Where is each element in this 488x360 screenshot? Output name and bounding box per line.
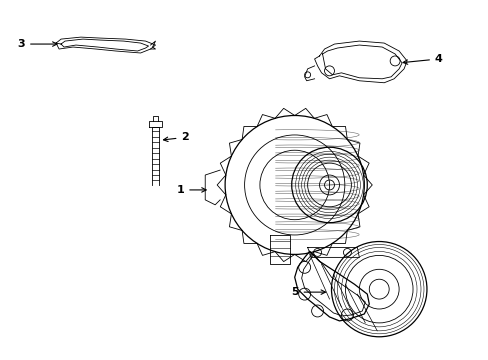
Text: 3: 3	[18, 39, 57, 49]
Text: 5: 5	[290, 287, 325, 297]
Text: 4: 4	[402, 54, 442, 64]
Text: 1: 1	[176, 185, 206, 195]
Text: 2: 2	[163, 132, 189, 142]
